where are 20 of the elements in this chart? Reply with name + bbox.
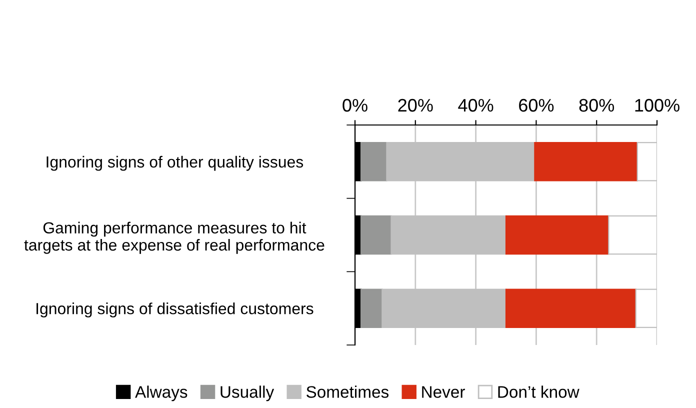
bar — [505, 215, 610, 255]
x-tick-label: 0% — [342, 98, 368, 112]
bar — [505, 288, 636, 328]
x-tick-label: 60% — [519, 98, 554, 112]
bar — [534, 142, 638, 182]
legend-label: Never — [422, 386, 465, 398]
x-tick-label: 80% — [579, 98, 614, 112]
x-tick-label: 40% — [458, 98, 494, 112]
bar — [360, 288, 383, 328]
y-tick-label: Ignoring signs of dissatisfied customers — [36, 302, 314, 318]
legend-label: Usually — [220, 386, 274, 402]
y-tick-label: Ignoring signs of other quality issues — [46, 156, 304, 171]
y-tick-label: Gaming performance measures to hit targets at the expense of real performance — [24, 222, 324, 254]
legend-label: Always — [135, 386, 188, 402]
bar — [360, 142, 388, 182]
legend-label: Sometimes — [306, 386, 389, 398]
x-tick-label: 100% — [635, 98, 680, 112]
x-tick-label: 20% — [398, 98, 433, 112]
bar — [360, 215, 392, 255]
legend-label: Don’t know — [498, 386, 580, 398]
